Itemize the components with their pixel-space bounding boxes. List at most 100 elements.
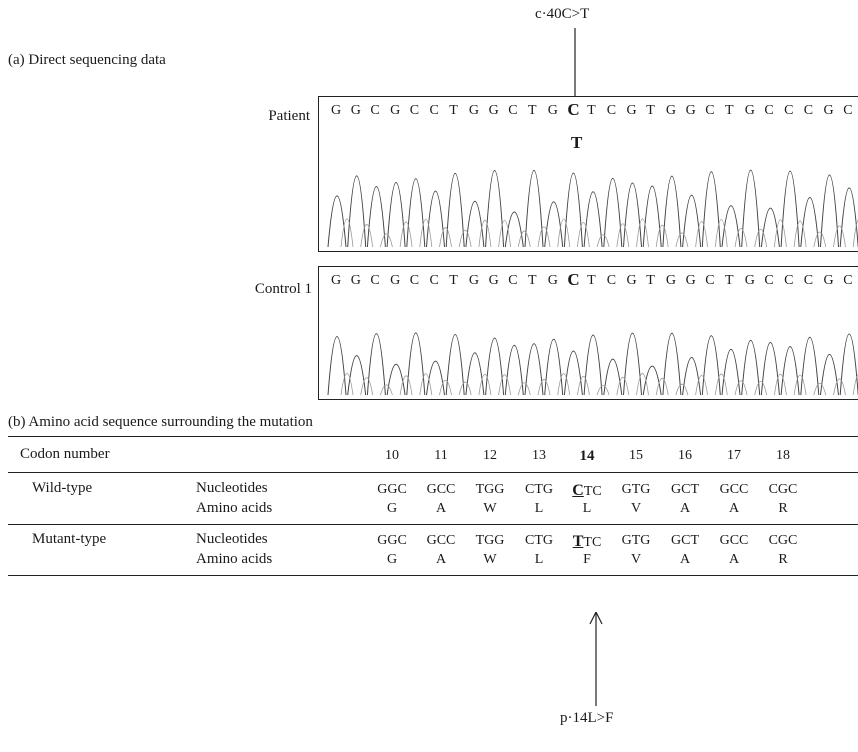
codon-header: Codon number (20, 446, 110, 462)
codon-rest: TC (583, 535, 602, 550)
sequence-base: C (784, 103, 794, 118)
trace-line (327, 169, 858, 248)
sequence-base: G (823, 103, 834, 118)
sequence-base: G (488, 103, 499, 118)
table-cell: A (679, 552, 691, 567)
table-cell: GCC (426, 482, 456, 497)
table-cell: R (778, 552, 788, 567)
table-cell: 18 (776, 448, 790, 463)
table-cell: 14 (579, 448, 595, 464)
sequence-base: G (626, 273, 637, 288)
sequence-base: G (390, 103, 401, 118)
sequence-base: C (508, 103, 518, 118)
table-cell: GTG (621, 482, 651, 497)
sequence-base: G (331, 103, 342, 118)
table-cell: L (534, 501, 544, 516)
table-mid-rule (8, 524, 858, 525)
sequence-base: T (587, 273, 596, 288)
table-cell: G (386, 501, 398, 516)
table-bottom-rule (8, 575, 858, 576)
table-cell: GGC (377, 533, 407, 548)
trace-line-secondary (340, 373, 858, 396)
protein-label: p·14L>F (560, 710, 614, 726)
patient-mutant-base: T (571, 133, 583, 152)
table-cell: GCT (671, 482, 699, 497)
table-cell: CGC (768, 533, 798, 548)
table-cell: L (582, 501, 592, 516)
table-cell: CTG (525, 533, 553, 548)
sequence-base: T (528, 273, 537, 288)
table-cell: A (679, 501, 691, 516)
sequence-base: C (606, 273, 617, 288)
sequence-base: C (843, 103, 853, 118)
patient-trace (327, 169, 858, 248)
wildtype-aa-label: Amino acids (196, 500, 273, 516)
sequence-base: G (331, 273, 342, 288)
sequence-base: C (409, 273, 420, 288)
codon-rest: TC (583, 484, 602, 499)
table-cell: GCC (719, 482, 749, 497)
table-header-rule (8, 472, 858, 473)
table-cell: CTG (525, 482, 553, 497)
table-cell: 10 (385, 448, 399, 463)
sequence-base: G (350, 273, 361, 288)
sequence-base: T (725, 103, 734, 118)
table-cell: GCC (426, 533, 456, 548)
sequence-base: G (350, 103, 361, 118)
sequence-base: G (685, 103, 696, 118)
sequence-base: G (547, 273, 558, 288)
table-cell: 16 (678, 448, 692, 463)
table-cell: GCT (671, 533, 699, 548)
sequence-base: C (567, 100, 580, 119)
sequence-base: C (606, 103, 617, 118)
sequence-base: C (567, 270, 580, 289)
patient-label: Patient (268, 108, 310, 124)
table-cell: 15 (629, 448, 643, 463)
sequence-base: C (429, 273, 439, 288)
sequence-base: T (587, 103, 596, 118)
sequence-base: G (665, 103, 677, 118)
sequence-base: C (705, 273, 715, 288)
protein-arrow (589, 612, 603, 706)
sequence-base: G (823, 273, 834, 288)
control-label: Control 1 (254, 281, 312, 297)
sequence-base: C (429, 103, 439, 118)
sequence-base: C (705, 103, 715, 118)
table-cell: TGG (475, 533, 505, 548)
sequence-base: G (744, 103, 755, 118)
sequence-base: T (725, 273, 734, 288)
table-cell: A (435, 552, 447, 567)
sequence-base: C (370, 103, 380, 118)
sequence-base: C (409, 103, 420, 118)
trace-line (327, 332, 858, 396)
table-cell: 11 (434, 448, 448, 463)
mutated-base: T (572, 533, 584, 550)
table-cell: TTC (565, 533, 609, 551)
panel-a-caption: (a) Direct sequencing data (8, 52, 166, 68)
sequence-base: C (370, 273, 380, 288)
sequence-base: G (685, 273, 696, 288)
sequence-base: C (764, 103, 774, 118)
sequence-base: G (626, 103, 637, 118)
mutated-base: C (572, 482, 584, 499)
table-cell: A (435, 501, 447, 516)
sequence-base: C (508, 273, 518, 288)
table-cell: 13 (532, 448, 546, 463)
trace-line-secondary (340, 218, 858, 248)
table-top-rule (8, 436, 858, 437)
table-cell: L (534, 552, 544, 567)
sequence-base: T (646, 273, 655, 288)
mutant-nuc-label: Nucleotides (196, 531, 268, 547)
mutant-aa-label: Amino acids (196, 551, 273, 567)
sequence-base: T (528, 103, 537, 118)
table-cell: V (630, 552, 642, 567)
table-cell: CGC (768, 482, 798, 497)
mutation-label: c·40C>T (535, 6, 590, 22)
table-cell: 17 (727, 448, 741, 463)
sequence-base: C (843, 273, 853, 288)
mutant-group-label: Mutant-type (32, 531, 107, 547)
sequence-base: C (803, 103, 814, 118)
table-cell: GTG (621, 533, 651, 548)
